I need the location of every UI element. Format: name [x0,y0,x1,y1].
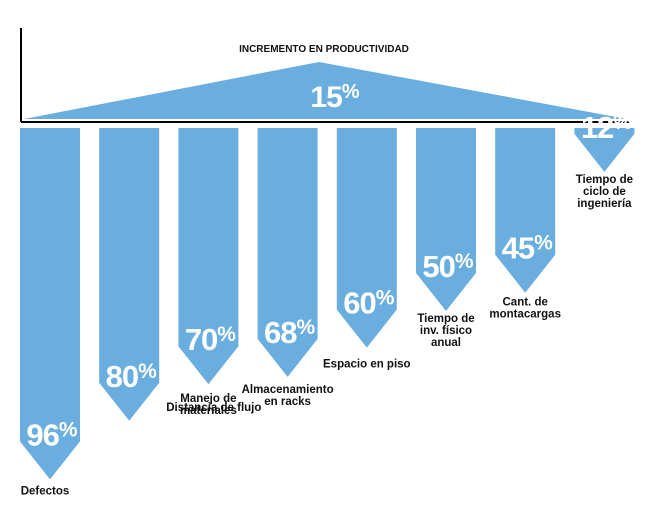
column-arrow-bar [257,128,318,377]
column-percentage: 96% [26,417,77,452]
column-7: 45% Cant. de montacargas [489,128,561,321]
column-label: Almacenamiento en racks [242,384,334,408]
column-arrow-bar [336,128,397,348]
column-arrow-bar [416,128,476,311]
column-percentage: 68% [264,315,315,350]
column-percentage: 70% [185,322,236,357]
column-8: 12% Tiempo de ciclo de ingeniería [574,110,635,210]
column-4: 68% Almacenamiento en racks [242,128,334,408]
column-label: Cant. de montacargas [489,297,561,321]
column-3: 70% Manejo de materiales [178,128,239,417]
column-1: 96% Defectos [20,128,80,497]
column-6: 50% Tiempo de inv. físico anual [416,128,476,349]
column-label: Manejo de materiales [180,393,237,417]
column-percentage: 45% [502,231,553,266]
column-5: 60% Espacio en piso [323,128,411,371]
column-2: 80% Distancia de flujo [99,128,261,421]
column-label: Tiempo de inv. físico anual [417,313,474,349]
columns-group: 96% Defectos 80% Distancia de flujo 70% Manej… [20,110,635,497]
roof-percentage: 15% [310,81,359,114]
column-percentage: 12% [581,110,632,145]
column-label: Defectos [21,485,70,497]
column-label: Distancia de flujo [166,402,261,414]
roof-triangle [24,62,627,119]
column-label: Tiempo de ciclo de ingeniería [576,174,633,210]
roof-title: INCREMENTO EN PRODUCTIVIDAD [239,44,409,55]
column-percentage: 60% [343,286,394,321]
column-arrow-bar [99,128,160,421]
column-arrow-bar [495,128,556,293]
column-percentage: 50% [422,249,473,284]
column-label: Espacio en piso [323,359,411,371]
column-percentage: 80% [106,359,157,394]
column-arrow-bar [574,128,635,172]
column-arrow-bar [178,128,239,385]
column-arrow-bar [20,128,80,480]
